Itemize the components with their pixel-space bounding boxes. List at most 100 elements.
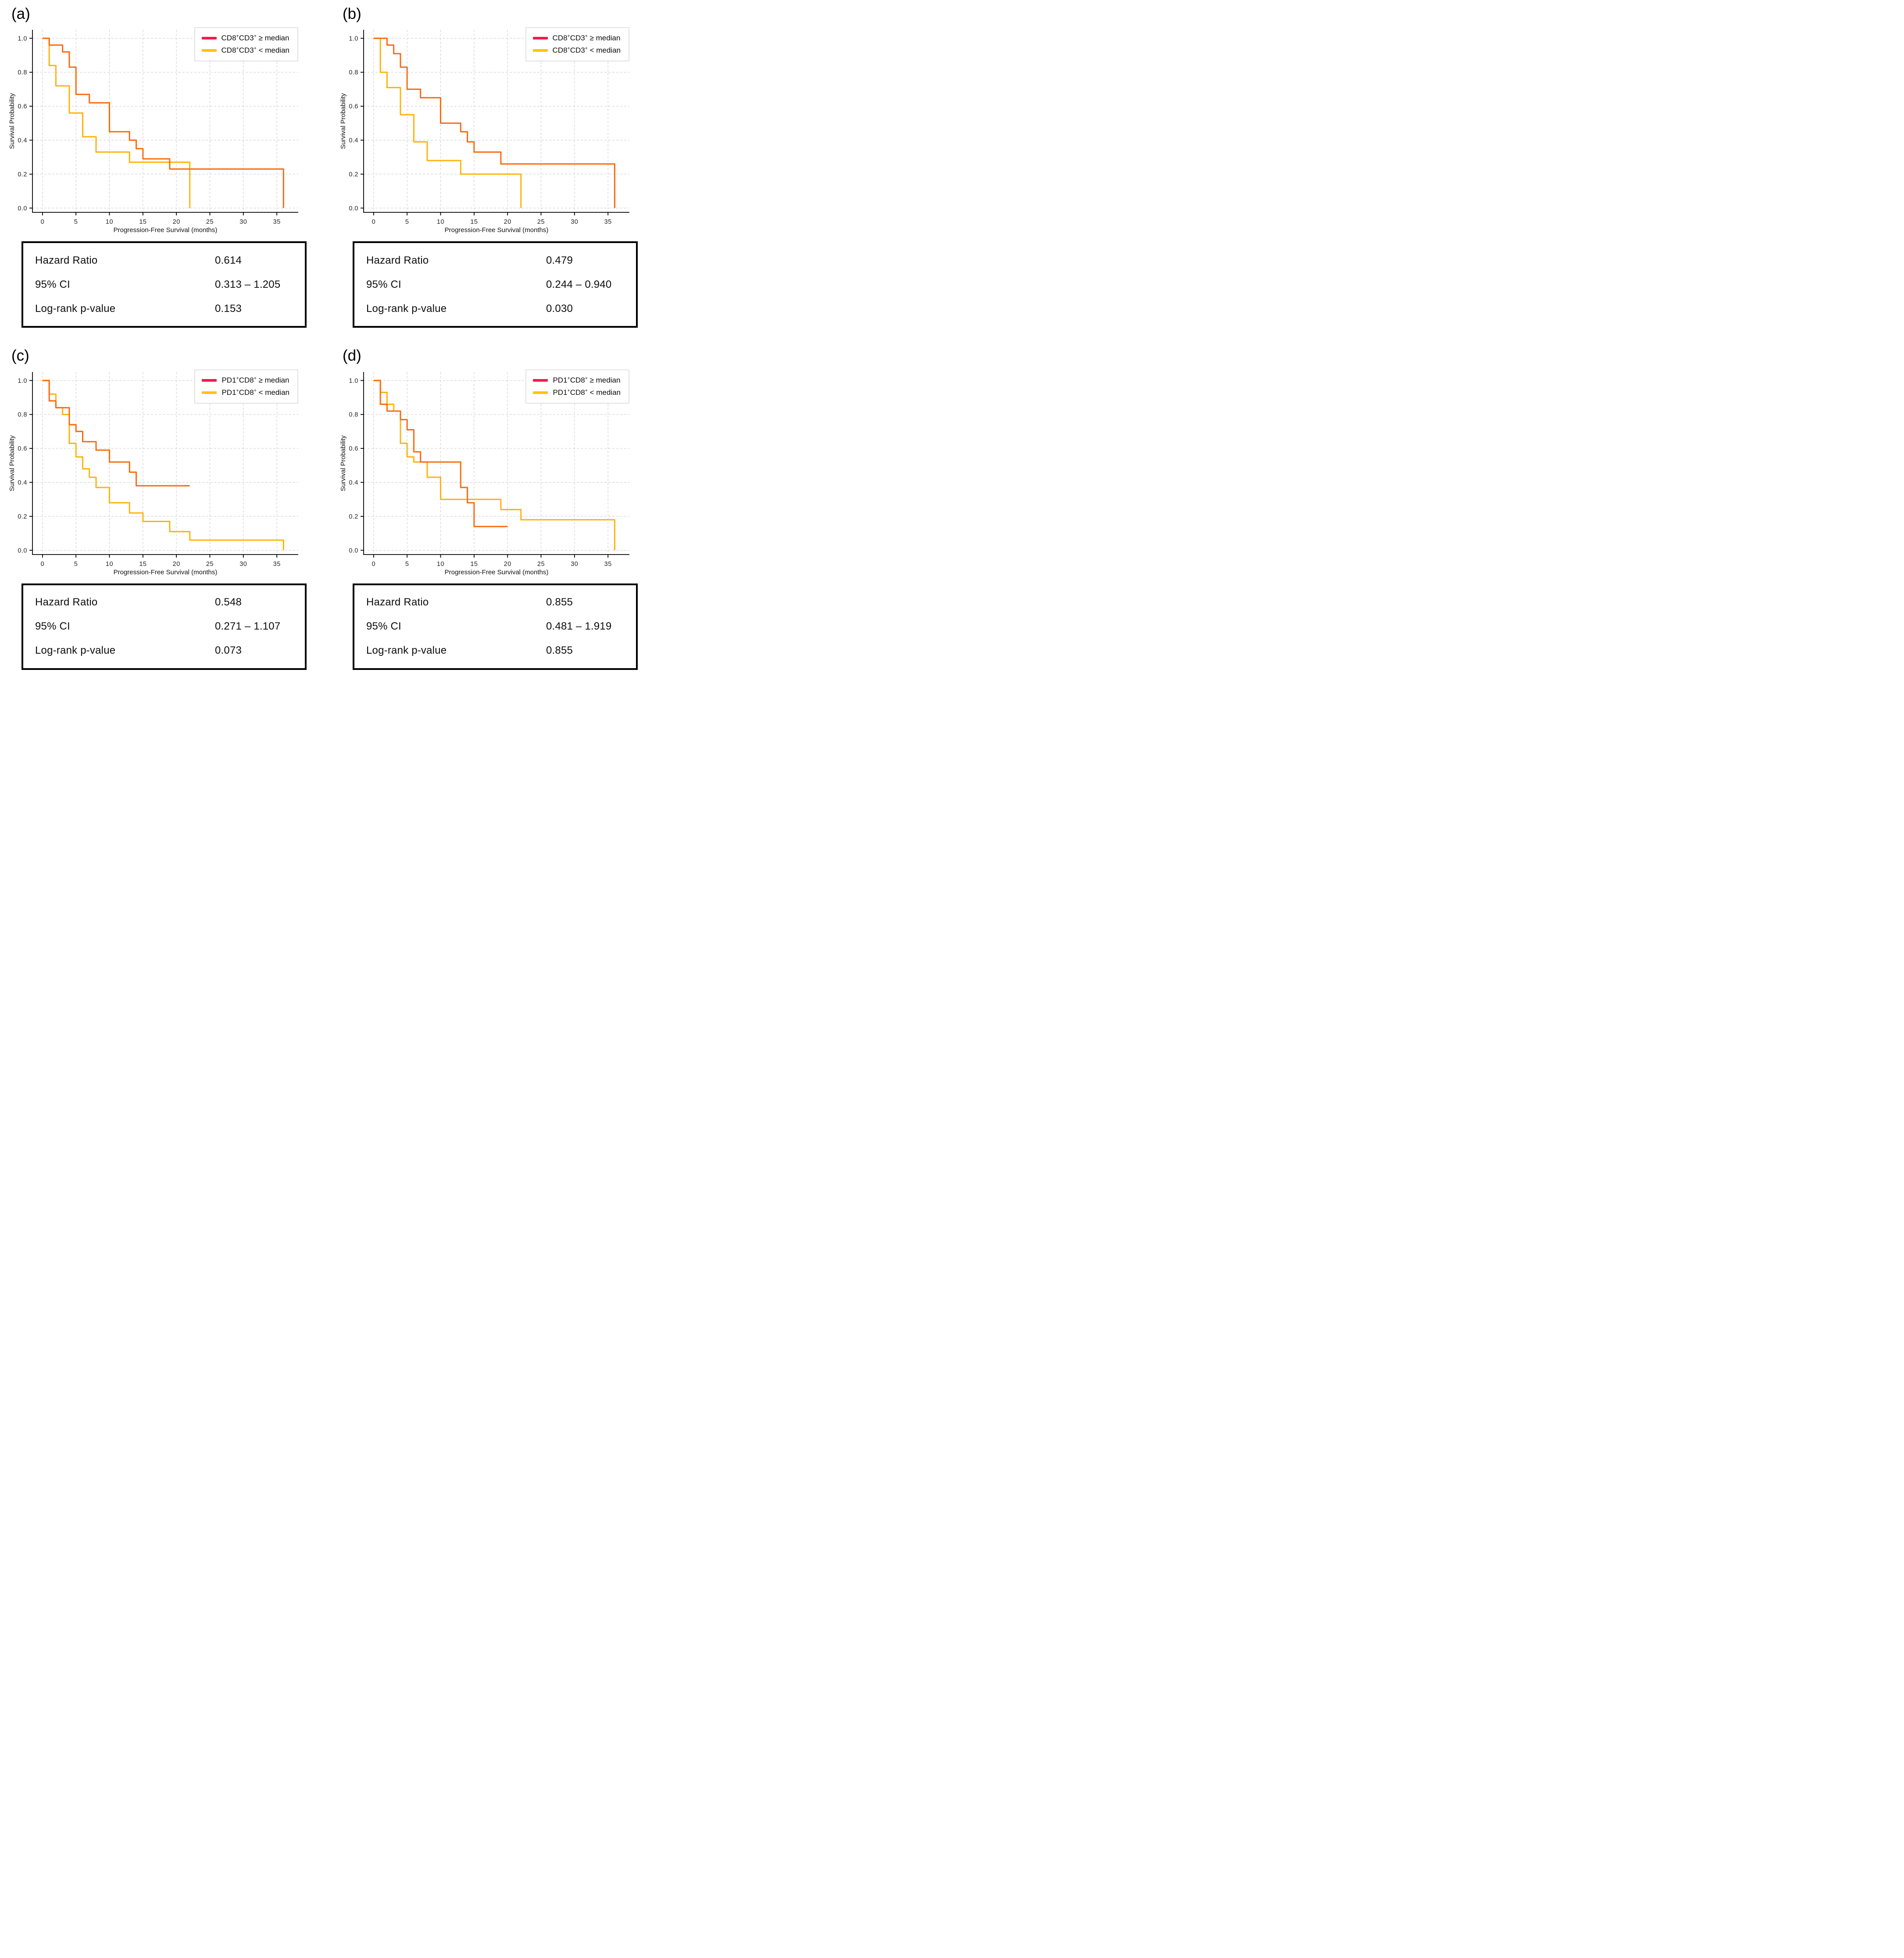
km-chart-c: 0 5 10 15 20 25 30 35 0.0 0.2 0.4 0.6 0.8 1.0 Progress… — [7, 367, 305, 577]
km-plot-b: 0 5 10 15 20 25 30 35 0.0 0.2 0.4 0.6 0.8 1.0 Progress… — [339, 30, 629, 234]
svg-text:Survival Probability: Survival Probability — [8, 435, 16, 491]
stats-row-hazard-ratio: Hazard Ratio 0.855 — [354, 591, 636, 615]
svg-text:5: 5 — [405, 561, 409, 568]
svg-text:Survival Probability: Survival Probability — [339, 435, 347, 491]
legend-swatch-ge-median — [201, 37, 217, 40]
km-chart-a: 0 5 10 15 20 25 30 35 0.0 0.2 0.4 0.6 0.8 1.0 Progress… — [7, 25, 305, 235]
legend-label-ge-median: CD8+CD3+ ≥ median — [552, 33, 621, 43]
legend-label-ge-median: PD1+CD8+ ≥ median — [221, 375, 289, 384]
legend-item-lt-median: PD1+CD8+ < median — [202, 388, 289, 397]
svg-text:0: 0 — [372, 218, 376, 226]
stats-row-pvalue: Log-rank p-value 0.073 — [23, 639, 305, 663]
svg-text:Progression-Free Survival (mon: Progression-Free Survival (months) — [445, 226, 549, 234]
svg-text:0.8: 0.8 — [18, 411, 27, 418]
legend-item-ge-median: CD8+CD3+ ≥ median — [201, 33, 289, 43]
svg-text:30: 30 — [239, 561, 247, 568]
stats-value: 0.313 – 1.205 — [215, 278, 281, 290]
stats-value: 0.153 — [215, 302, 242, 315]
legend-label-lt-median: CD8+CD3+ < median — [552, 46, 621, 55]
stats-row-hazard-ratio: Hazard Ratio 0.479 — [354, 248, 636, 272]
svg-text:0.2: 0.2 — [18, 513, 27, 520]
svg-text:25: 25 — [537, 218, 545, 226]
stats-label: Hazard Ratio — [35, 254, 98, 266]
stats-label: Hazard Ratio — [35, 596, 98, 608]
legend-b: CD8+CD3+ ≥ median CD8+CD3+ < median — [525, 27, 629, 62]
svg-text:0.4: 0.4 — [349, 137, 358, 144]
stats-label: Log-rank p-value — [35, 302, 116, 315]
svg-text:0.0: 0.0 — [349, 547, 358, 554]
stats-label: Log-rank p-value — [35, 644, 116, 656]
legend-swatch-lt-median — [202, 391, 217, 394]
stats-row-pvalue: Log-rank p-value 0.153 — [23, 297, 305, 321]
stats-label: 95% CI — [366, 620, 401, 632]
stats-row-ci: 95% CI 0.313 – 1.205 — [23, 272, 305, 297]
svg-text:0.2: 0.2 — [18, 171, 27, 178]
stats-label: 95% CI — [366, 278, 401, 290]
panel-c: (c) 0 5 10 15 20 25 30 35 0.0 0.2 0.4 0.6 0.8 1.0 Prog… — [7, 346, 307, 670]
legend-label-ge-median: CD8+CD3+ ≥ median — [221, 33, 289, 43]
stats-value: 0.271 – 1.107 — [215, 620, 281, 632]
svg-text:Survival Probability: Survival Probability — [339, 93, 347, 149]
stats-table-c: Hazard Ratio 0.548 95% CI 0.271 – 1.107 … — [21, 583, 307, 670]
svg-text:30: 30 — [239, 218, 247, 226]
svg-text:0.2: 0.2 — [349, 171, 358, 178]
km-plot-c: 0 5 10 15 20 25 30 35 0.0 0.2 0.4 0.6 0.8 1.0 Progress… — [8, 372, 298, 576]
svg-text:5: 5 — [74, 218, 78, 226]
legend-d: PD1+CD8+ ≥ median PD1+CD8+ < median — [525, 369, 629, 404]
legend-label-lt-median: PD1+CD8+ < median — [221, 387, 289, 397]
stats-value: 0.479 — [546, 254, 573, 266]
svg-text:0.0: 0.0 — [349, 205, 358, 212]
svg-text:15: 15 — [139, 218, 146, 226]
legend-swatch-ge-median — [532, 37, 548, 40]
svg-text:1.0: 1.0 — [349, 377, 358, 384]
svg-text:10: 10 — [106, 218, 113, 226]
legend-swatch-lt-median — [533, 391, 548, 394]
svg-text:Survival Probability: Survival Probability — [8, 93, 16, 149]
svg-text:30: 30 — [571, 218, 578, 226]
legend-item-ge-median: CD8+CD3+ ≥ median — [532, 33, 621, 43]
stats-value: 0.244 – 0.940 — [546, 278, 612, 290]
panel-a: (a) 0 5 10 15 20 25 30 35 0.0 0.2 0.4 0.6 0.8 1.0 Prog… — [7, 4, 307, 328]
stats-value: 0.481 – 1.919 — [546, 620, 612, 632]
svg-text:20: 20 — [173, 218, 180, 226]
svg-text:10: 10 — [437, 561, 444, 568]
svg-text:15: 15 — [470, 218, 478, 226]
svg-text:5: 5 — [74, 561, 78, 568]
svg-text:25: 25 — [206, 218, 214, 226]
km-plot-d: 0 5 10 15 20 25 30 35 0.0 0.2 0.4 0.6 0.8 1.0 Progress… — [339, 372, 629, 576]
svg-text:Progression-Free Survival (mon: Progression-Free Survival (months) — [445, 569, 549, 576]
stats-row-pvalue: Log-rank p-value 0.855 — [354, 639, 636, 663]
svg-text:0.4: 0.4 — [349, 479, 358, 486]
svg-text:10: 10 — [106, 561, 113, 568]
svg-text:0.4: 0.4 — [18, 137, 27, 144]
svg-text:0.8: 0.8 — [349, 411, 358, 418]
stats-row-pvalue: Log-rank p-value 0.030 — [354, 297, 636, 321]
panel-letter-a: (a) — [11, 5, 30, 22]
legend-item-lt-median: CD8+CD3+ < median — [532, 46, 621, 55]
svg-text:0: 0 — [372, 561, 376, 568]
svg-text:1.0: 1.0 — [18, 36, 27, 43]
svg-text:15: 15 — [470, 561, 478, 568]
legend-a: CD8+CD3+ ≥ median CD8+CD3+ < median — [194, 27, 298, 62]
panel-letter-b: (b) — [343, 5, 361, 22]
stats-table-d: Hazard Ratio 0.855 95% CI 0.481 – 1.919 … — [353, 583, 638, 670]
stats-label: Hazard Ratio — [366, 596, 429, 608]
svg-text:30: 30 — [571, 561, 578, 568]
svg-text:0: 0 — [41, 561, 45, 568]
legend-label-ge-median: PD1+CD8+ ≥ median — [553, 375, 621, 384]
stats-label: Log-rank p-value — [366, 644, 447, 656]
stats-label: Hazard Ratio — [366, 254, 429, 266]
stats-value: 0.855 — [546, 644, 573, 656]
panel-letter-c: (c) — [11, 347, 29, 365]
svg-text:0.8: 0.8 — [349, 69, 358, 76]
stats-table-b: Hazard Ratio 0.479 95% CI 0.244 – 0.940 … — [353, 241, 638, 328]
stats-label: Log-rank p-value — [366, 302, 447, 315]
stats-row-hazard-ratio: Hazard Ratio 0.548 — [23, 591, 305, 615]
panel-d: (d) 0 5 10 15 20 25 30 35 0.0 0.2 0.4 0.6 0.8 1.0 Prog… — [338, 346, 638, 670]
legend-label-lt-median: CD8+CD3+ < median — [221, 46, 289, 55]
svg-text:35: 35 — [604, 561, 612, 568]
panel-letter-d: (d) — [343, 347, 361, 365]
km-chart-d: 0 5 10 15 20 25 30 35 0.0 0.2 0.4 0.6 0.8 1.0 Progress… — [338, 367, 636, 577]
svg-text:35: 35 — [273, 561, 281, 568]
legend-item-ge-median: PD1+CD8+ ≥ median — [202, 376, 289, 385]
